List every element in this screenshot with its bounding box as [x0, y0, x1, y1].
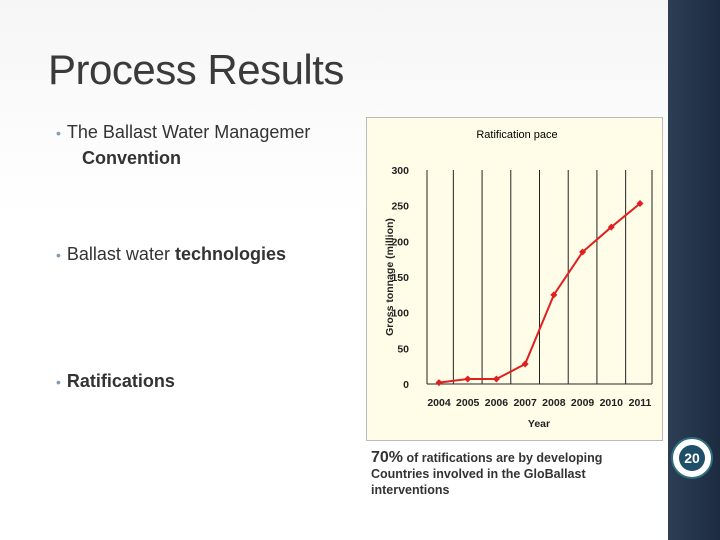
grid-lines: [426, 170, 653, 385]
bullet-text: The Ballast Water Managemer: [66, 122, 311, 142]
bullet-dot: •: [56, 125, 61, 141]
x-tick-label: 2009: [571, 397, 595, 409]
x-tick-label: 2006: [485, 397, 509, 409]
data-point: [492, 375, 500, 383]
data-point: [550, 291, 558, 299]
tick-labels: 0 50 100 150 200 250 300 2004 2005 2006 2007 2008 20…: [391, 165, 651, 409]
bullet-technologies: • Ballast water technologies: [56, 244, 286, 265]
y-tick-label: 0: [403, 379, 409, 391]
bullet-convention-continuation: Convention: [82, 148, 181, 168]
x-tick-label: 2010: [600, 397, 624, 409]
y-tick-label: 300: [391, 165, 409, 177]
chart-svg: Ratification pace Gross tonnage (million…: [384, 129, 653, 430]
series-line: [438, 202, 641, 384]
data-point: [579, 248, 587, 256]
y-axis-label: Gross tonnage (million): [384, 218, 396, 336]
data-point: [636, 200, 644, 208]
note-percent: 70%: [371, 449, 404, 466]
anniversary-seal-logo: 20: [671, 437, 713, 479]
ratification-note: 70% of ratifications are by developing C…: [371, 450, 661, 498]
data-point: [521, 360, 529, 368]
x-tick-label: 2007: [513, 397, 537, 409]
bullet-text-bold: technologies: [174, 244, 286, 264]
note-line1: of ratifications are by developing: [403, 451, 603, 465]
y-tick-label: 100: [391, 308, 409, 320]
x-tick-label: 2004: [427, 397, 451, 409]
bullet-text-bold: Ratifications: [66, 371, 175, 391]
data-point: [464, 375, 472, 383]
x-tick-label: 2011: [629, 397, 652, 409]
y-tick-label: 200: [391, 236, 409, 248]
bullet-ratifications: • Ratifications: [56, 371, 175, 392]
series-layer: [435, 200, 644, 387]
x-axis-label: Year: [528, 418, 550, 430]
bullet-dot: •: [56, 374, 61, 390]
y-tick-label: 150: [391, 272, 409, 284]
bullet-convention: • The Ballast Water Managemer: [56, 122, 310, 143]
seal-number: 20: [684, 450, 700, 466]
ratification-chart: Ratification pace Gross tonnage (million…: [366, 117, 663, 441]
bullet-dot: •: [56, 247, 61, 263]
x-tick-label: 2005: [456, 397, 480, 409]
slide: Process Results • The Ballast Water Manag…: [0, 0, 668, 540]
bullet-text-plain: Ballast water: [66, 244, 175, 264]
x-tick-label: 2008: [542, 397, 566, 409]
y-tick-label: 50: [397, 343, 409, 355]
data-point: [607, 223, 615, 231]
y-tick-label: 250: [391, 201, 409, 213]
page-title: Process Results: [48, 46, 344, 93]
data-point: [435, 379, 443, 387]
note-line2: Countries involved in the GloBallast int…: [371, 467, 586, 497]
chart-title: Ratification pace: [476, 129, 557, 141]
